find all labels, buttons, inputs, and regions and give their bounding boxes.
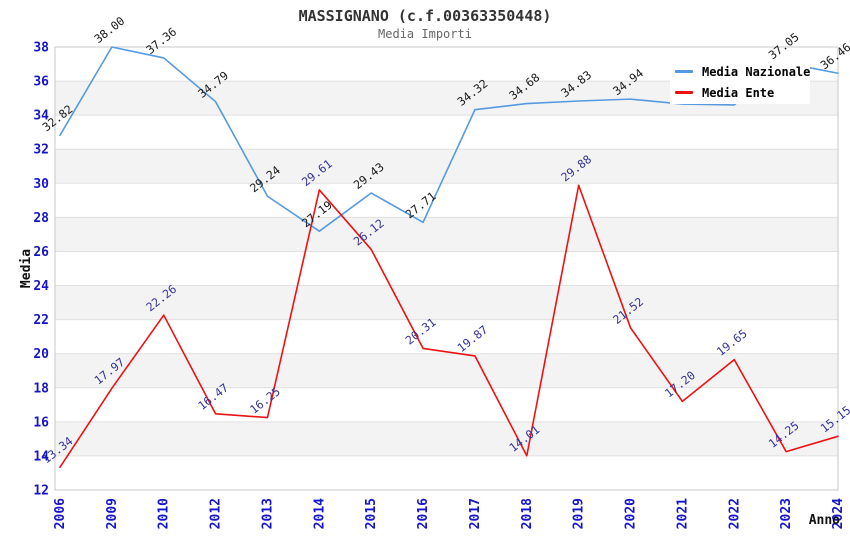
grid-band [55,217,838,252]
y-tick-label: 38 [33,41,49,56]
y-tick-label: 32 [33,143,49,158]
red-line-swatch-icon [675,91,693,94]
y-tick-label: 28 [33,211,49,226]
point-label-nazionale: 27.71 [403,189,439,221]
series-line-media-nazionale [59,46,839,232]
legend-label-media-ente: Media Ente [702,85,775,100]
x-tick-label: 2010 [157,498,172,529]
x-tick-label: 2014 [312,498,327,529]
point-label-nazionale: 37.36 [143,25,179,57]
x-tick-label: 2013 [260,498,275,529]
point-label-nazionale: 36.46 [818,40,850,72]
y-tick-label: 34 [33,109,49,124]
y-axis-title: Media [19,249,34,288]
chart-subtitle: Media Importi [378,27,472,41]
x-tick-label: 2024 [831,498,846,529]
y-tick-label: 36 [33,75,49,90]
x-tick-label: 2016 [416,498,431,529]
point-label-ente: 16.25 [247,384,283,416]
legend-item-media-ente[interactable]: Media Ente [675,82,810,103]
legend: Media Nazionale Media Ente [670,59,810,104]
y-tick-label: 18 [33,381,49,396]
x-tick-label: 2020 [624,498,639,529]
point-label-ente: 19.87 [455,323,491,355]
legend-label-media-nazionale: Media Nazionale [702,64,811,79]
legend-item-media-nazionale[interactable]: Media Nazionale [675,61,810,82]
y-tick-label: 24 [33,279,49,294]
y-tick-label: 12 [33,484,49,499]
series-line-media-ente [59,184,839,468]
chart-title: MASSIGNANO (c.f.00363350448) [298,7,552,25]
x-tick-label: 2023 [779,498,794,529]
x-tick-label: 2019 [572,498,587,529]
y-tick-label: 16 [33,415,49,430]
grid-band [55,421,838,456]
x-tick-label: 2022 [727,498,742,529]
y-tick-label: 30 [33,177,49,192]
grid-band [55,285,838,320]
y-tick-label: 26 [33,245,49,260]
point-label-nazionale: 37.05 [766,30,802,62]
x-axis-title: Anno [809,513,840,528]
x-tick-label: 2017 [468,498,483,529]
y-tick-label: 20 [33,347,49,362]
x-tick-label: 2006 [53,498,68,529]
blue-line-swatch-icon [675,70,693,73]
y-tick-label: 14 [33,449,49,464]
x-tick-label: 2009 [105,498,120,529]
plot-border [54,46,839,491]
point-label-nazionale: 38.00 [91,14,127,46]
grid-band [55,149,838,184]
y-tick-label: 22 [33,313,49,328]
x-tick-label: 2015 [364,498,379,529]
x-tick-label: 2012 [209,498,224,529]
x-tick-label: 2018 [520,498,535,529]
x-tick-label: 2021 [675,498,690,529]
